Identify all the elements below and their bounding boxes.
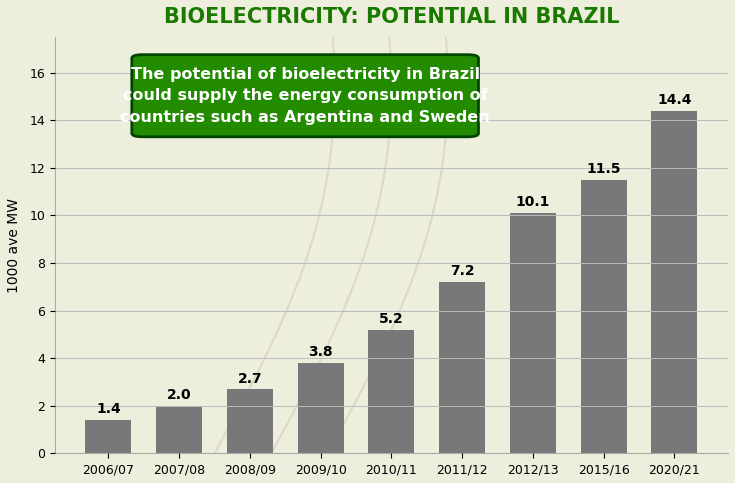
Text: 2.7: 2.7 xyxy=(237,371,262,385)
Text: 10.1: 10.1 xyxy=(516,196,551,210)
FancyBboxPatch shape xyxy=(132,55,478,137)
Bar xyxy=(651,111,698,454)
Text: The potential of bioelectricity in Brazil
could supply the energy consumption of: The potential of bioelectricity in Brazi… xyxy=(121,67,490,125)
Text: 7.2: 7.2 xyxy=(450,264,475,278)
Bar xyxy=(510,213,556,454)
Title: BIOELECTRICITY: POTENTIAL IN BRAZIL: BIOELECTRICITY: POTENTIAL IN BRAZIL xyxy=(164,7,619,27)
Text: 14.4: 14.4 xyxy=(657,93,692,107)
Bar xyxy=(298,363,344,454)
Text: 11.5: 11.5 xyxy=(587,162,621,176)
Bar xyxy=(581,180,627,454)
Text: 5.2: 5.2 xyxy=(379,312,404,326)
Bar xyxy=(368,329,415,454)
Bar xyxy=(227,389,273,454)
Text: 3.8: 3.8 xyxy=(309,345,333,359)
Bar xyxy=(440,282,485,454)
Y-axis label: 1000 ave MW: 1000 ave MW xyxy=(7,198,21,293)
Bar xyxy=(157,406,202,454)
Text: 2.0: 2.0 xyxy=(167,388,192,402)
Bar xyxy=(85,420,132,454)
Text: 1.4: 1.4 xyxy=(96,402,121,416)
